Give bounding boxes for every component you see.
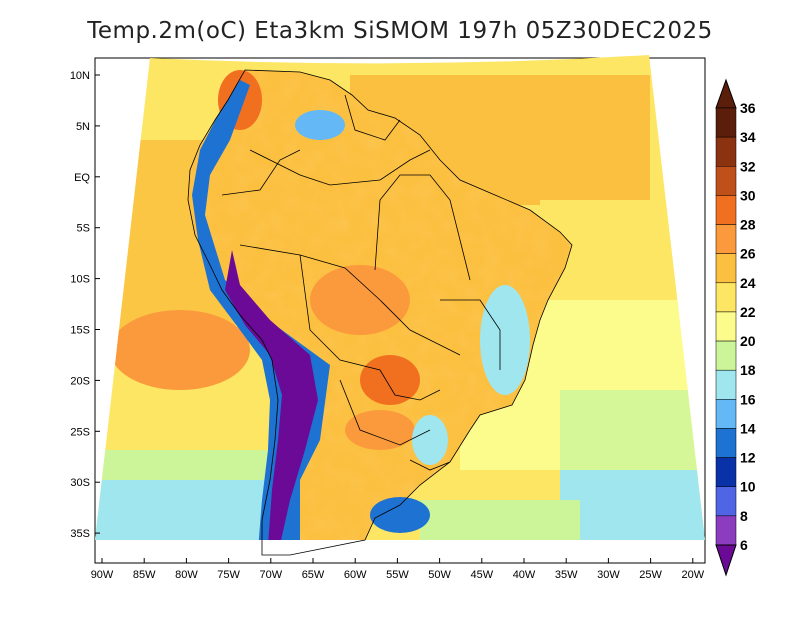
colorbar-segment (715, 486, 737, 517)
colorbar-tick-label: 20 (740, 333, 756, 349)
andes-core-cold (225, 250, 318, 540)
colorbar-tick-label: 36 (740, 100, 756, 116)
uruguay-cool (370, 497, 430, 533)
border-guianas (344, 94, 401, 141)
lon-tick-label: 35W (555, 569, 578, 581)
colorbar: 36 34 32 30 28 26 24 22 20 18 16 14 12 10 8 6 (715, 78, 756, 577)
lon-tick-label: 90W (91, 569, 114, 581)
south-brazil-cool (412, 415, 448, 465)
lat-tick-label: 10S (70, 274, 90, 286)
pampa-warm-patch (345, 410, 415, 450)
venezuela-cool (295, 110, 345, 140)
colorbar-segment (715, 166, 737, 196)
lat-tick-label: 5S (77, 223, 90, 235)
colorbar-tick-label: 16 (740, 391, 756, 407)
border-brazil-states (374, 174, 471, 281)
lon-tick-label: 65W (302, 569, 325, 581)
colorbar-tick-label: 8 (740, 508, 748, 524)
lon-tick-label: 25W (639, 569, 662, 581)
lat-tick-label: 20S (70, 375, 90, 387)
atlantic-south-green (420, 500, 580, 540)
border-argentina-north (339, 379, 431, 446)
colorbar-segment (715, 224, 737, 254)
colorbar-segment (715, 311, 737, 342)
pacific-south-zone (95, 480, 290, 540)
lat-tick-label: 10N (70, 70, 90, 82)
atlantic-south-zone (560, 470, 705, 540)
colorbar-segment (715, 340, 737, 371)
map-field (95, 55, 705, 540)
colorbar-segment (715, 399, 737, 429)
chaco-hot-patch (360, 355, 420, 405)
colorbar-tick-label: 18 (740, 362, 756, 378)
lon-tick-label: 70W (259, 569, 282, 581)
colorbar-segment (715, 136, 737, 167)
lon-tick-label: 55W (386, 569, 409, 581)
map-title: Temp.2m(oC) Eta3km SiSMOM 197h 05Z30DEC2… (87, 18, 713, 44)
colorbar-tick-label: 28 (740, 217, 756, 233)
colorbar-tick-label: 34 (740, 129, 756, 145)
colorbar-tick-label: 10 (740, 479, 756, 495)
country-borders (187, 69, 573, 556)
longitude-axis: 90W 85W 80W 75W 70W 65W 60W 55W 50W 45W 40W 35W 30W 2… (91, 558, 705, 581)
colorbar-segment (715, 253, 737, 284)
lon-tick-label: 30W (597, 569, 620, 581)
lon-tick-label: 85W (133, 569, 156, 581)
border-bolivia-paraguay (299, 254, 441, 401)
border-amazon-north (249, 149, 431, 186)
latitude-axis: 10N 5N EQ 5S 10S 15S 20S 25S 30S 35S (70, 70, 100, 540)
lon-tick-label: 75W (217, 569, 240, 581)
colorbar-top-arrow (715, 78, 737, 109)
lon-tick-label: 80W (175, 569, 198, 581)
border-brazil-southeast (440, 299, 501, 370)
colorbar-segment (715, 428, 737, 458)
lat-tick-label: 5N (76, 121, 90, 133)
atlantic-cool-green (560, 390, 705, 480)
east-highlands-cool (480, 285, 530, 395)
colorbar-tick-label: 6 (740, 537, 748, 553)
pacific-hot-patch (110, 310, 250, 390)
colorbar-segment (715, 369, 737, 400)
lon-tick-label: 45W (470, 569, 493, 581)
colorbar-segment (715, 195, 737, 225)
lat-tick-label: 15S (70, 325, 90, 337)
colorbar-segment (715, 515, 737, 546)
interior-hot-patch (310, 265, 410, 335)
colorbar-tick-label: 14 (740, 420, 756, 436)
coastline (187, 69, 573, 556)
colorbar-segment (715, 457, 737, 487)
colorbar-tick-label: 24 (740, 275, 756, 291)
colorbar-tick-label: 32 (740, 158, 756, 174)
lat-tick-label: 35S (70, 528, 90, 540)
colorbar-segment (715, 282, 737, 313)
lat-tick-label: 25S (70, 426, 90, 438)
border-colombia-peru (221, 149, 301, 196)
border-brazil-south (409, 459, 451, 471)
colorbar-bottom-arrow (715, 544, 737, 577)
colorbar-tick-label: 30 (740, 187, 756, 203)
lat-tick-label: 30S (70, 477, 90, 489)
lon-tick-label: 50W (428, 569, 451, 581)
lon-tick-label: 40W (513, 569, 536, 581)
colorbar-segment (715, 107, 737, 138)
lon-tick-label: 60W (344, 569, 367, 581)
lon-tick-label: 20W (681, 569, 704, 581)
lat-tick-label: EQ (74, 172, 90, 184)
colorbar-tick-label: 12 (740, 450, 756, 466)
colorbar-tick-label: 26 (740, 246, 756, 262)
colorbar-tick-label: 22 (740, 304, 756, 320)
